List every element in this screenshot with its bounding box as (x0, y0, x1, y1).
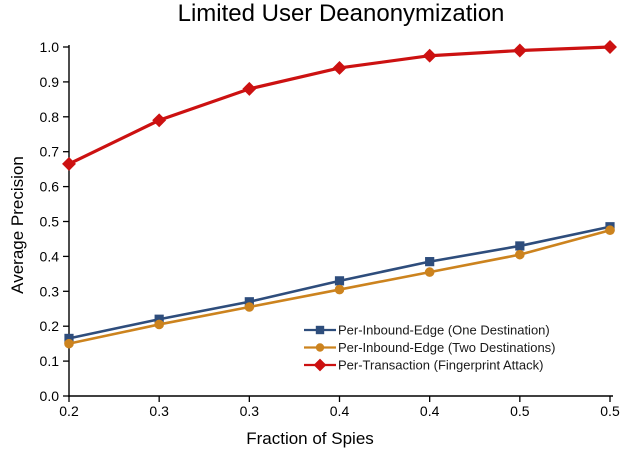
y-tick-label: 0.5 (40, 214, 60, 230)
x-tick-label: 0.5 (600, 403, 620, 419)
y-tick-label: 0.8 (40, 109, 60, 125)
circle-marker (315, 343, 325, 352)
y-tick-label: 0.7 (40, 144, 60, 160)
y-tick-label: 1.0 (40, 39, 60, 55)
y-axis-ticks: 0.0 0.1 0.2 0.3 0.4 0.5 0.6 0.7 0.8 0.9 1.0 (40, 39, 69, 404)
circle-marker (515, 249, 525, 260)
legend-label: Per-Inbound-Edge (One Destination) (338, 323, 550, 338)
y-tick-label: 0.3 (40, 283, 60, 299)
diamond-marker (332, 60, 347, 75)
y-axis-label: Average Precision (8, 156, 27, 294)
diamond-marker (422, 48, 437, 63)
diamond-marker (603, 40, 617, 54)
series-per-transaction-fingerprint-attack (62, 40, 617, 171)
square-marker (64, 333, 74, 344)
series-per-inbound-edge-two-destinations (64, 225, 615, 349)
legend-entry-per-inbound-edge-one-destination: Per-Inbound-Edge (One Destination) (304, 323, 550, 338)
legend-label: Per-Transaction (Fingerprint Attack) (338, 358, 543, 373)
y-tick-label: 0.0 (40, 388, 60, 404)
y-tick-label: 0.9 (40, 74, 60, 90)
x-tick-label: 0.4 (330, 403, 350, 419)
circle-marker (424, 267, 435, 277)
square-marker (334, 276, 345, 286)
diamond-marker (152, 113, 167, 128)
x-tick-label: 0.3 (240, 403, 260, 419)
x-tick-label: 0.3 (149, 403, 169, 419)
square-marker (425, 257, 435, 267)
square-marker (315, 325, 325, 335)
chart-title: Limited User Deanonymization (177, 0, 505, 27)
circle-marker (334, 284, 345, 295)
x-axis-ticks: 0.2 0.3 0.3 0.4 0.4 0.5 0.5 (59, 396, 620, 419)
y-tick-label: 0.6 (40, 179, 60, 195)
x-tick-label: 0.4 (420, 403, 440, 419)
legend-entry-per-transaction-fingerprint-attack: Per-Transaction (Fingerprint Attack) (304, 358, 543, 373)
y-tick-label: 0.1 (40, 353, 60, 369)
y-tick-label: 0.2 (40, 318, 60, 334)
circle-marker (244, 302, 255, 312)
circle-marker (154, 319, 164, 330)
square-marker (244, 297, 254, 307)
x-tick-label: 0.2 (59, 403, 79, 419)
legend-entry-per-inbound-edge-two-destinations: Per-Inbound-Edge (Two Destinations) (304, 340, 556, 355)
diamond-marker (313, 358, 327, 372)
x-tick-label: 0.5 (510, 403, 530, 419)
legend: Per-Inbound-Edge (One Destination) Per-In… (304, 323, 556, 373)
circle-marker (64, 338, 74, 349)
square-marker (154, 314, 164, 324)
circle-marker (605, 225, 615, 236)
diamond-marker (512, 43, 527, 58)
x-axis-label: Fraction of Spies (246, 429, 374, 448)
square-marker (515, 241, 525, 251)
legend-label: Per-Inbound-Edge (Two Destinations) (338, 340, 556, 355)
y-tick-label: 0.4 (40, 248, 60, 264)
diamond-marker (242, 81, 257, 96)
diamond-marker (62, 156, 76, 171)
